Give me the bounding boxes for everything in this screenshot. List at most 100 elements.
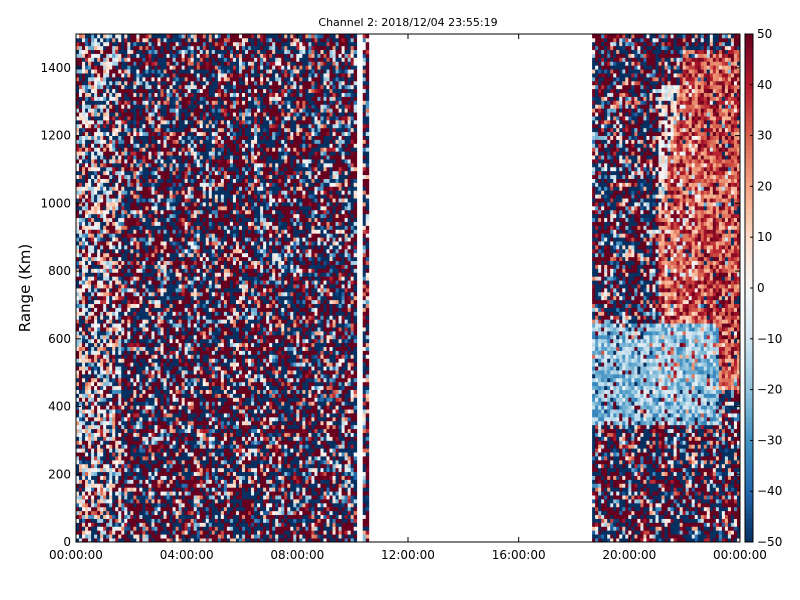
heatmap-cell xyxy=(112,311,116,316)
heatmap-cell xyxy=(133,303,137,308)
heatmap-cell xyxy=(169,471,173,476)
heatmap-cell xyxy=(157,432,161,437)
heatmap-cell xyxy=(187,295,192,301)
heatmap-cell xyxy=(145,57,149,62)
heatmap-cell xyxy=(184,221,189,226)
heatmap-cell xyxy=(133,260,137,265)
heatmap-cell xyxy=(103,487,107,492)
heatmap-cell xyxy=(175,428,180,433)
heatmap-cell xyxy=(148,182,152,187)
heatmap-cell xyxy=(127,80,131,86)
heatmap-cell xyxy=(121,155,125,160)
heatmap-cell xyxy=(118,323,122,328)
heatmap-cell xyxy=(100,45,104,51)
heatmap-cell xyxy=(139,397,143,402)
heatmap-cell xyxy=(154,147,158,152)
heatmap-cell xyxy=(124,260,128,265)
heatmap-cell xyxy=(184,459,189,465)
heatmap-cell xyxy=(187,76,192,82)
heatmap-cell xyxy=(136,456,140,461)
heatmap-cell xyxy=(79,377,83,383)
heatmap-cell xyxy=(91,268,95,273)
heatmap-cell xyxy=(139,182,143,187)
heatmap-cell xyxy=(85,456,89,461)
heatmap-cell xyxy=(97,119,101,125)
heatmap-cell xyxy=(103,57,107,62)
heatmap-cell xyxy=(112,135,116,140)
heatmap-cell xyxy=(76,119,80,125)
heatmap-cell xyxy=(169,413,173,418)
heatmap-cell xyxy=(121,194,125,199)
heatmap-cell xyxy=(97,526,101,531)
heatmap-cell xyxy=(115,299,119,305)
heatmap-cell xyxy=(181,373,186,379)
heatmap-cell xyxy=(163,366,167,371)
heatmap-cell xyxy=(178,159,183,164)
heatmap-cell xyxy=(187,190,192,195)
heatmap-cell xyxy=(172,448,176,453)
heatmap-cell xyxy=(118,108,122,113)
heatmap-cell xyxy=(151,76,155,82)
heatmap-cell xyxy=(136,237,140,242)
heatmap-cell xyxy=(184,432,189,437)
heatmap-cell xyxy=(178,463,183,469)
heatmap-cell xyxy=(184,205,189,211)
heatmap-cell xyxy=(88,139,92,144)
heatmap-cell xyxy=(169,108,173,113)
heatmap-cell xyxy=(76,440,80,445)
heatmap-cell xyxy=(91,92,95,97)
heatmap-cell xyxy=(118,463,122,469)
heatmap-cell xyxy=(187,413,192,418)
heatmap-cell xyxy=(85,245,89,250)
heatmap-cell xyxy=(148,502,152,508)
heatmap-cell xyxy=(160,80,164,86)
heatmap-cell xyxy=(184,338,189,344)
heatmap-cell xyxy=(82,311,86,316)
heatmap-cell xyxy=(130,448,134,453)
heatmap-cell xyxy=(106,405,110,410)
heatmap-cell xyxy=(160,229,164,234)
heatmap-cell xyxy=(91,459,95,465)
heatmap-cell xyxy=(187,514,192,519)
heatmap-cell xyxy=(139,119,143,125)
heatmap-cell xyxy=(190,499,195,504)
heatmap-cell xyxy=(91,205,95,211)
heatmap-cell xyxy=(91,373,95,379)
heatmap-cell xyxy=(109,338,113,344)
heatmap-cell xyxy=(79,92,83,97)
heatmap-cell xyxy=(103,319,107,324)
heatmap-cell xyxy=(94,237,98,242)
heatmap-cell xyxy=(145,127,149,133)
heatmap-cell xyxy=(100,233,104,238)
heatmap-cell xyxy=(178,256,183,262)
heatmap-cell xyxy=(97,432,101,437)
heatmap-cell xyxy=(103,104,107,109)
heatmap-cell xyxy=(151,330,155,336)
heatmap-cell xyxy=(112,84,116,90)
heatmap-cell xyxy=(121,205,125,211)
heatmap-cell xyxy=(118,342,122,348)
heatmap-cell xyxy=(76,424,80,430)
heatmap-cell xyxy=(139,264,143,269)
heatmap-cell xyxy=(88,198,92,203)
heatmap-cell xyxy=(97,495,101,500)
heatmap-cell xyxy=(160,41,164,47)
heatmap-cell xyxy=(82,241,86,246)
heatmap-cell xyxy=(190,514,195,519)
heatmap-cell xyxy=(106,487,110,492)
heatmap-cell xyxy=(163,205,167,211)
heatmap-cell xyxy=(148,475,152,480)
heatmap-cell xyxy=(109,514,113,519)
heatmap-cell xyxy=(187,377,192,383)
heatmap-cell xyxy=(169,506,173,512)
heatmap-cell xyxy=(151,381,155,387)
heatmap-cell xyxy=(145,393,149,398)
heatmap-cell xyxy=(112,444,116,449)
heatmap-cell xyxy=(166,413,170,418)
heatmap-cell xyxy=(100,69,104,74)
heatmap-cell xyxy=(142,229,146,234)
heatmap-cell xyxy=(154,221,158,226)
heatmap-cell xyxy=(160,112,164,117)
heatmap-cell xyxy=(178,510,183,516)
heatmap-cell xyxy=(127,213,131,219)
